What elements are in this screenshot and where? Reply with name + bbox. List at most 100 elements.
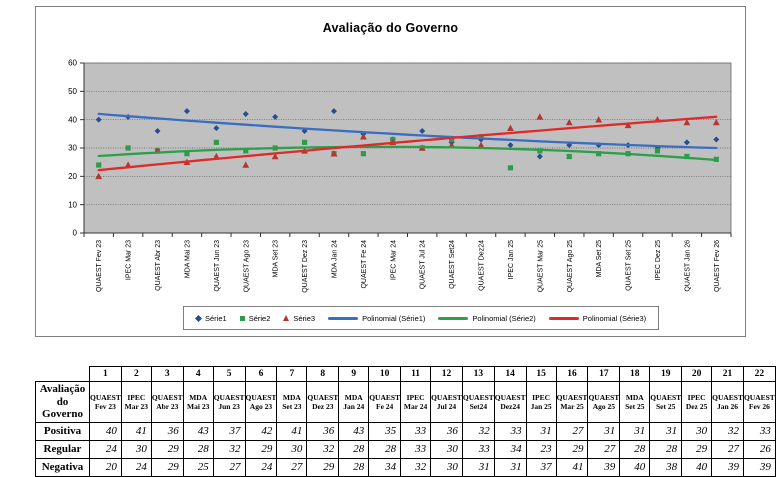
column-number: 18 <box>619 366 651 382</box>
svg-text:IPEC Jan 25: IPEC Jan 25 <box>508 240 515 279</box>
column-number: 2 <box>120 366 152 382</box>
value-cell: 43 <box>338 421 370 441</box>
poll-header: QUAEST Jun 23 <box>212 381 246 423</box>
column-number: 19 <box>649 366 683 382</box>
poll-header: QUAEST Fe 24 <box>368 381 402 423</box>
svg-text:IPEC Mar 23: IPEC Mar 23 <box>126 240 133 280</box>
poll-header: IPEC Mar 23 <box>120 381 152 423</box>
svg-text:MDA Set 25: MDA Set 25 <box>596 240 603 277</box>
value-cell: 31 <box>461 457 495 477</box>
value-cell: 27 <box>212 457 246 477</box>
svg-text:QUAEST Set24: QUAEST Set24 <box>449 240 456 289</box>
poll-header: QUAEST Set24 <box>461 381 495 423</box>
table-row-regular: Regular 24 30 29 28 32 29 30 32 28 28 33 30 33 34 23 29 2… <box>35 439 776 459</box>
value-cell: 35 <box>368 421 402 441</box>
row-label: Negativa <box>35 457 90 477</box>
poll-header: IPEC Dez 25 <box>681 381 713 423</box>
value-cell: 24 <box>120 457 152 477</box>
legend-item: Polinomial (Série2) <box>438 314 536 323</box>
value-cell: 32 <box>400 457 432 477</box>
value-cell: 36 <box>150 421 184 441</box>
value-cell: 39 <box>711 457 744 477</box>
svg-text:MDA Set 23: MDA Set 23 <box>273 240 280 277</box>
legend-label: Polinomial (Série3) <box>582 313 647 323</box>
legend-item: Série1 <box>194 314 227 323</box>
diamond-marker-icon <box>194 314 203 322</box>
line-marker-icon <box>438 316 469 320</box>
svg-text:40: 40 <box>68 115 77 124</box>
column-number: 14 <box>493 366 527 382</box>
table-row-negativa: Negativa 20 24 29 25 27 24 27 29 28 34 32 30 31 31 37 41… <box>35 457 776 477</box>
svg-text:0: 0 <box>73 229 78 238</box>
column-number: 13 <box>461 366 495 382</box>
column-number: 6 <box>244 366 278 382</box>
value-cell: 31 <box>525 421 557 441</box>
legend-label: Série2 <box>248 313 271 323</box>
svg-text:MDA Jan 24: MDA Jan 24 <box>331 240 338 278</box>
value-cell: 29 <box>306 457 340 477</box>
value-cell: 36 <box>430 421 463 441</box>
poll-header: IPEC Mar 24 <box>400 381 432 423</box>
svg-text:QUAEST Jan 26: QUAEST Jan 26 <box>684 240 691 292</box>
value-cell: 40 <box>681 457 713 477</box>
value-cell: 30 <box>430 457 463 477</box>
column-number: 21 <box>711 366 744 382</box>
legend-label: Série3 <box>293 313 316 323</box>
poll-header: QUAEST Ago 25 <box>587 381 621 423</box>
svg-text:QUAEST Dez 23: QUAEST Dez 23 <box>302 240 309 293</box>
column-number: 9 <box>338 366 370 382</box>
value-cell: 39 <box>587 457 621 477</box>
table-row-positiva: Positiva 40 41 36 43 37 42 41 36 43 35 33 36 32 33 31 27… <box>35 421 776 441</box>
poll-header: MDA Set 23 <box>276 381 308 423</box>
svg-text:QUAEST Dez24: QUAEST Dez24 <box>479 240 486 291</box>
poll-header: QUAEST Ago 23 <box>244 381 278 423</box>
table-corner-blank <box>35 366 90 382</box>
svg-text:QUAEST Ago 23: QUAEST Ago 23 <box>243 240 250 293</box>
value-cell: 40 <box>89 421 122 441</box>
svg-text:QUAEST Fe 24: QUAEST Fe 24 <box>361 240 368 289</box>
svg-text:MDA Mai 23: MDA Mai 23 <box>184 240 191 278</box>
row-label: Positiva <box>35 421 90 441</box>
value-cell: 27 <box>555 421 589 441</box>
value-cell: 43 <box>182 421 214 441</box>
column-number: 15 <box>525 366 557 382</box>
chart-title: Avaliação do Governo <box>322 21 459 35</box>
x-axis <box>83 63 732 237</box>
poll-header: IPEC Jan 25 <box>525 381 557 423</box>
value-cell: 31 <box>587 421 621 441</box>
svg-text:50: 50 <box>68 87 77 96</box>
poll-header: MDA Mai 23 <box>182 381 214 423</box>
value-cell: 34 <box>368 457 402 477</box>
column-number: 5 <box>212 366 246 382</box>
value-cell: 41 <box>555 457 589 477</box>
column-number: 8 <box>306 366 340 382</box>
value-cell: 39 <box>742 457 776 477</box>
column-number: 10 <box>368 366 402 382</box>
value-cell: 25 <box>182 457 214 477</box>
column-number: 17 <box>587 366 621 382</box>
chart-container: 0 10 20 30 40 50 60 QUAEST Fev 23 IPEC Mar 23 QUA… <box>35 6 746 337</box>
square-marker-icon <box>239 315 245 321</box>
trend-série3 <box>97 115 718 172</box>
svg-text:QUAEST Fev 23: QUAEST Fev 23 <box>96 240 103 292</box>
poll-header: QUAEST Dez 23 <box>306 381 340 423</box>
value-cell: 31 <box>619 421 651 441</box>
svg-text:20: 20 <box>68 172 77 181</box>
svg-text:QUAEST Jun 23: QUAEST Jun 23 <box>214 240 221 292</box>
svg-text:IPEC Dez 25: IPEC Dez 25 <box>655 240 662 281</box>
column-number: 20 <box>681 366 713 382</box>
value-cell: 23 <box>525 439 557 459</box>
svg-text:QUAEST Mar 25: QUAEST Mar 25 <box>537 240 544 292</box>
evaluation-table: 1 2 3 4 5 6 7 8 9 10 11 12 13 14 15 16 17 18 19 20 21 22 Avali… <box>35 366 776 477</box>
column-number: 3 <box>150 366 184 382</box>
value-cell: 33 <box>493 421 527 441</box>
legend-label: Polinomial (Série1) <box>362 313 426 323</box>
x-axis-labels: QUAEST Fev 23 IPEC Mar 23 QUAEST Abr 23 MDA… <box>96 240 721 293</box>
value-cell: 31 <box>649 421 683 441</box>
poll-header: QUAEST Fev 23 <box>89 381 122 423</box>
value-cell: 29 <box>150 457 184 477</box>
value-cell: 30 <box>681 421 713 441</box>
poll-header: QUAEST Abr 23 <box>150 381 184 423</box>
table-title: Avaliação do Governo <box>35 381 90 423</box>
